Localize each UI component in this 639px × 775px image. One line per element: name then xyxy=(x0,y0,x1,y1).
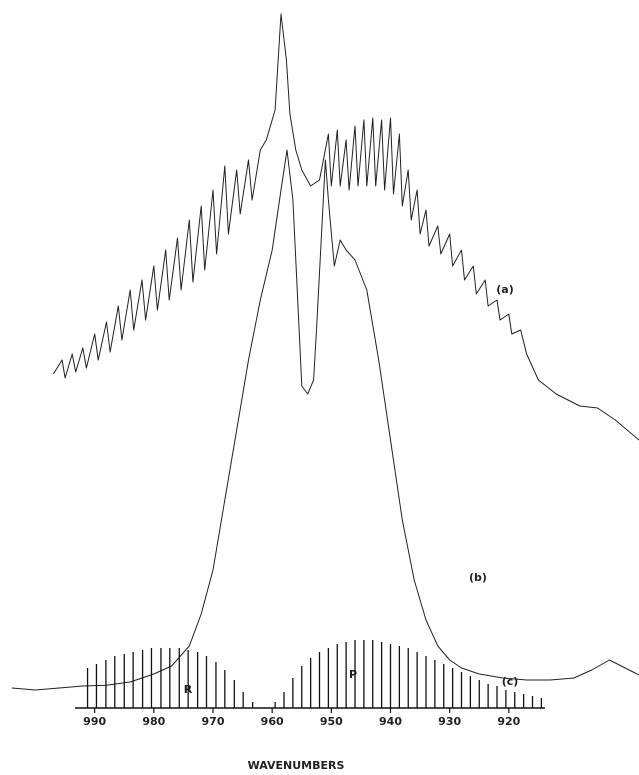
x-tick-label: 940 xyxy=(379,715,402,728)
branch-label: P xyxy=(349,668,357,681)
x-tick-label: 950 xyxy=(320,715,343,728)
x-tick-label: 970 xyxy=(202,715,225,728)
spectrum-trace xyxy=(52,13,639,441)
x-tick-label: 930 xyxy=(438,715,461,728)
x-tick-label: 920 xyxy=(497,715,520,728)
x-tick-label: 990 xyxy=(83,715,106,728)
series-label: (c) xyxy=(502,675,519,688)
spectrum-trace xyxy=(11,149,639,691)
x-tick-label: 960 xyxy=(261,715,284,728)
x-tick-label: 980 xyxy=(142,715,165,728)
series-label: (a) xyxy=(496,283,513,296)
x-axis-label: WAVENUMBERS xyxy=(248,759,345,772)
series-label: (b) xyxy=(469,571,487,584)
